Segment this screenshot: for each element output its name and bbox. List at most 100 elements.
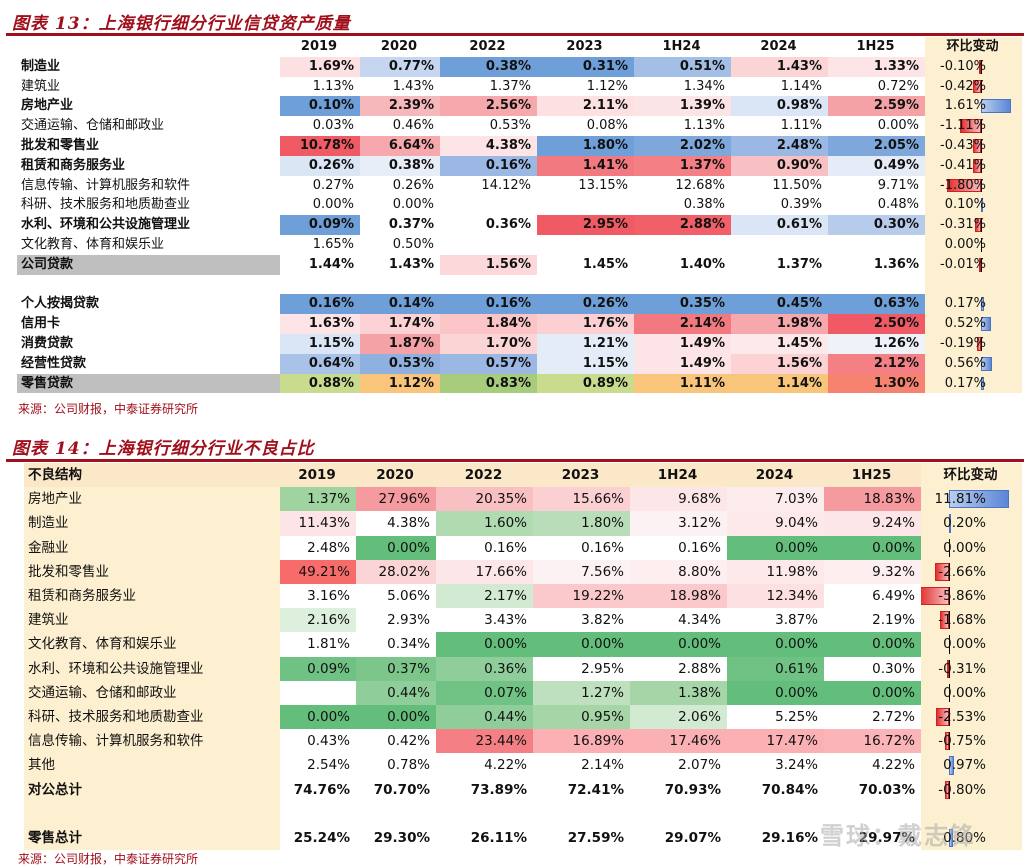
value-cell: 0.09% (280, 656, 356, 681)
value-cell: 72.41% (533, 777, 630, 802)
change-cell: -0.19% (925, 333, 1022, 354)
change-cell (921, 801, 1022, 827)
value-cell: 0.42% (356, 729, 436, 754)
value-cell: 26.11% (436, 826, 533, 851)
change-value: -0.19% (940, 335, 986, 351)
value-cell: 2.05% (828, 135, 925, 156)
change-cell: -2.53% (921, 705, 1022, 730)
value-cell: 1.74% (360, 314, 440, 334)
value-cell: 6.64% (360, 135, 440, 156)
change-value: 0.52% (944, 316, 986, 332)
value-cell (280, 801, 356, 827)
value-cell: 2.54% (280, 753, 356, 778)
value-cell: 0.39% (731, 195, 828, 216)
value-cell: 29.97% (824, 826, 921, 851)
header-period-cell: 2019 (280, 463, 356, 488)
header-period-cell: 1H24 (630, 463, 727, 488)
change-bar (960, 119, 981, 133)
change-cell: 0.56% (925, 353, 1022, 374)
value-cell: 2.95% (533, 656, 630, 681)
change-value: 0.20% (943, 515, 986, 532)
table-row: 对公总计 74.76% 70.70% 73.89% 72.41% 70.93% 70.84%… (24, 777, 1022, 802)
table-row: 科研、技术服务和地质勘查业 0.00% 0.00% 0.44% 0.95% 2.06% 5.… (24, 705, 1022, 730)
row-label: 建筑业 (21, 78, 61, 94)
value-cell: 0.38% (440, 56, 537, 77)
value-cell: 1.34% (634, 76, 731, 97)
change-bar (981, 376, 985, 391)
table-row: 租赁和商务服务业 3.16% 5.06% 2.17% 19.22% 18.98% 12.34… (24, 584, 1022, 609)
value-cell: 0.00% (356, 535, 436, 560)
value-cell: 16.72% (824, 729, 921, 754)
value-cell (634, 274, 731, 295)
value-cell: 0.83% (440, 373, 537, 394)
value-cell: 0.61% (727, 656, 824, 681)
change-cell: -1.80% (925, 175, 1022, 196)
table-row: 其他 2.54% 0.78% 4.22% 2.14% 2.07% 3.24% 4.22% 0.9… (24, 753, 1022, 778)
value-cell: 0.16% (280, 294, 360, 315)
change-bar (947, 178, 981, 193)
change-value: -0.43% (940, 137, 986, 153)
value-cell: 1.81% (280, 632, 356, 657)
value-cell: 2.59% (828, 96, 925, 117)
value-cell: 1.15% (280, 333, 360, 354)
value-cell: 0.30% (828, 215, 925, 235)
row-label: 消费贷款 (21, 335, 74, 351)
table-row: 水利、环境和公共设施管理业 0.09% 0.37% 0.36% 2.95% 2.88% 0.… (17, 215, 1022, 235)
value-cell: 0.16% (436, 535, 533, 560)
table-row: 制造业 11.43% 4.38% 1.60% 1.80% 3.12% 9.04% 9.24% 0… (24, 511, 1022, 536)
header-change-cell: 环比变动 (921, 463, 1022, 488)
figure-13-source: 来源：公司财报，中泰证券研究所 (18, 402, 199, 416)
value-cell: 1.11% (634, 373, 731, 394)
change-cell: -1.68% (921, 608, 1022, 633)
figure-14-source: 来源：公司财报，中泰证券研究所 (18, 852, 199, 866)
change-value: -0.31% (940, 217, 986, 233)
change-value: -1.80% (940, 177, 986, 193)
value-cell: 0.61% (731, 215, 828, 235)
value-cell: 25.24% (280, 826, 356, 851)
change-value: -0.80% (938, 781, 986, 798)
value-cell: 2.07% (630, 753, 727, 778)
change-bar-axis (949, 659, 950, 678)
header-period-cell: 2022 (469, 39, 506, 54)
change-cell: 0.17% (925, 373, 1022, 394)
change-value: 0.97% (943, 757, 986, 774)
value-cell: 0.16% (440, 294, 537, 315)
change-bar-axis (981, 158, 982, 173)
value-cell: 1.36% (828, 254, 925, 275)
header-row: 2019 2020 2022 2023 1H24 2024 1H25 环比变动 (17, 37, 1022, 57)
change-bar-axis (949, 538, 950, 557)
change-bar (975, 218, 981, 232)
value-cell: 1.65% (280, 234, 360, 255)
value-cell: 7.03% (727, 487, 824, 512)
table-row: 信息传输、计算机服务和软件 0.27% 0.26% 14.12% 13.15% 12.68… (17, 175, 1022, 196)
header-period-cell: 2020 (380, 39, 418, 54)
change-bar-axis (981, 257, 982, 272)
value-cell: 0.00% (824, 535, 921, 560)
value-cell: 0.00% (727, 680, 824, 706)
value-cell: 0.00% (360, 195, 440, 216)
value-cell: 4.34% (630, 608, 727, 633)
value-cell: 2.95% (537, 215, 634, 235)
change-cell: -2.66% (921, 559, 1022, 585)
value-cell: 0.00% (280, 705, 356, 730)
value-cell: 11.50% (731, 175, 828, 196)
table-row: 批发和零售业 10.78% 6.64% 4.38% 1.80% 2.02% 2.48% 2.0… (17, 135, 1022, 156)
value-cell: 49.21% (280, 559, 356, 585)
change-value: 0.00% (943, 684, 986, 701)
value-cell: 0.53% (440, 116, 537, 136)
value-cell: 1.45% (537, 254, 634, 275)
change-bar-axis (949, 683, 950, 703)
value-cell: 27.96% (356, 487, 436, 512)
value-cell: 0.27% (280, 175, 360, 196)
value-cell: 2.93% (356, 608, 436, 633)
row-label: 金融业 (24, 535, 280, 560)
value-cell: 0.34% (356, 632, 436, 657)
row-label: 经营性贷款 (21, 355, 87, 371)
row-label: 批发和零售业 (21, 137, 100, 153)
value-cell: 73.89% (436, 777, 533, 802)
value-cell: 6.49% (824, 584, 921, 609)
change-bar (977, 336, 981, 351)
table-row: 经营性贷款 0.64% 0.53% 0.57% 1.15% 1.49% 1.56% 2.12%… (17, 353, 1022, 374)
value-cell: 1.21% (537, 333, 634, 354)
row-label: 对公总计 (24, 777, 280, 802)
